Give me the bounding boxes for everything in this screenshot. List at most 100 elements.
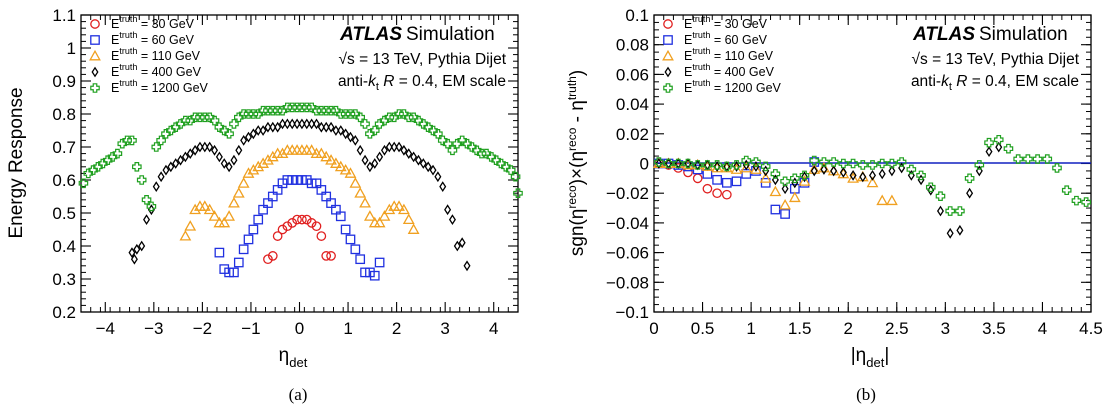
- panel-a: −4 −3 −2 −1 0 1 2 3 4 0.2 0.3 0.4 0.5 0.6 0.7 0.8 0.9 1 1.…: [6, 6, 523, 404]
- data-point-square: [224, 267, 234, 278]
- data-point-diamond: [332, 125, 340, 136]
- data-point-triangle: [300, 144, 313, 155]
- data-point-cross: [457, 135, 467, 146]
- data-point-diamond: [448, 214, 456, 225]
- x-tick-label: −4: [96, 319, 115, 338]
- data-point-triangle: [218, 216, 231, 228]
- data-point-cross: [423, 122, 433, 132]
- data-point-diamond: [303, 118, 311, 130]
- data-point-diamond: [400, 144, 408, 156]
- data-point-diamond: [279, 118, 287, 130]
- data-point-circle: [702, 183, 713, 194]
- data-point-triangle: [359, 196, 371, 208]
- y-tick-label: 0.7: [52, 138, 76, 157]
- data-point-square: [272, 185, 283, 195]
- data-point-square: [282, 175, 293, 185]
- data-point-circle: [263, 254, 273, 265]
- panel-b-atlas-label: ATLAS Simulation √s = 13 TeV, Pythia Dij…: [911, 24, 1080, 93]
- data-point-cross: [501, 162, 511, 172]
- data-point-diamond: [191, 144, 199, 156]
- data-point-square: [238, 244, 249, 255]
- legend-marker-diamond: [664, 66, 672, 78]
- x-tick-label: 1: [343, 319, 352, 338]
- data-point-triangle: [276, 147, 289, 159]
- data-point-triangle: [271, 147, 284, 159]
- legend-item: Etruth = 110 GeV: [662, 46, 774, 63]
- legend-marker-cross: [90, 83, 100, 93]
- x-tick-label: 1: [746, 319, 755, 338]
- data-point-cross: [702, 160, 713, 170]
- data-point-cross: [828, 157, 839, 167]
- data-point-triangle: [847, 172, 859, 183]
- data-point-triangle: [228, 196, 240, 208]
- panel-a-atlas-text: ATLAS: [339, 24, 402, 45]
- data-point-triangle: [779, 198, 792, 210]
- data-point-triangle: [242, 167, 255, 178]
- data-point-cross: [1003, 143, 1014, 154]
- data-point-triangle: [759, 172, 772, 183]
- data-point-square: [741, 169, 752, 179]
- y-tick-label: 1: [67, 39, 76, 58]
- data-point-square: [263, 198, 273, 208]
- data-point-triangle: [876, 194, 889, 206]
- data-point-cross: [360, 119, 370, 129]
- data-point-diamond: [269, 121, 277, 133]
- data-point-cross: [663, 158, 674, 169]
- x-tick-label: 3: [941, 319, 950, 338]
- data-point-square: [365, 267, 375, 278]
- x-tick-label: 0: [295, 319, 304, 338]
- data-point-cross: [204, 112, 215, 123]
- data-point-square: [326, 198, 336, 208]
- series-cross: [78, 102, 523, 212]
- data-point-triangle: [223, 210, 236, 221]
- data-point-triangle: [232, 187, 245, 198]
- data-point-triangle: [247, 163, 260, 175]
- data-point-circle: [306, 218, 317, 228]
- legend-label: Etruth = 60 GeV: [684, 30, 768, 47]
- legend-label: Etruth = 400 GeV: [684, 62, 775, 79]
- data-point-cross: [136, 175, 147, 185]
- data-point-diamond: [177, 154, 185, 166]
- data-point-cross: [350, 109, 361, 119]
- legend-marker-triangle: [89, 49, 101, 61]
- data-point-diamond: [655, 158, 663, 169]
- data-point-cross: [867, 160, 878, 170]
- data-point-circle: [287, 218, 298, 228]
- data-point-cross: [491, 155, 501, 165]
- data-point-cross: [673, 158, 684, 169]
- data-point-circle: [277, 224, 288, 235]
- data-point-diamond: [249, 128, 257, 140]
- data-point-cross: [848, 158, 858, 169]
- data-point-square: [248, 224, 259, 235]
- data-point-triangle: [252, 160, 265, 172]
- data-point-cross: [471, 145, 482, 156]
- data-point-square: [780, 209, 790, 219]
- data-point-diamond: [985, 146, 993, 158]
- legend-marker-square: [663, 35, 673, 45]
- panel-a-simulation-text: Simulation: [406, 24, 495, 45]
- data-point-cross: [692, 160, 703, 170]
- data-point-cross: [437, 135, 448, 146]
- data-point-triangle: [266, 150, 279, 162]
- y-tick-label: −0.02: [606, 184, 649, 203]
- data-point-cross: [467, 142, 477, 152]
- data-point-diamond: [429, 164, 437, 176]
- y-tick-label: 0.3: [52, 270, 76, 289]
- data-point-diamond: [966, 187, 974, 199]
- legend-item: Etruth = 400 GeV: [664, 62, 775, 79]
- data-point-diamond: [839, 167, 847, 178]
- y-tick-label: 0.9: [52, 72, 76, 91]
- data-point-cross: [955, 206, 965, 216]
- data-point-cross: [447, 145, 458, 156]
- data-point-diamond: [458, 237, 466, 249]
- legend-item: Etruth = 30 GeV: [90, 14, 195, 31]
- data-point-cross: [751, 157, 761, 167]
- data-point-diamond: [376, 151, 384, 163]
- data-point-cross: [127, 135, 137, 146]
- panel-b-atlas-text: ATLAS: [912, 24, 975, 45]
- data-point-diamond: [453, 240, 461, 252]
- data-point-square: [770, 204, 781, 215]
- y-tick-label: 0.06: [616, 65, 649, 84]
- data-point-triangle: [203, 203, 216, 215]
- data-point-diamond: [946, 227, 954, 239]
